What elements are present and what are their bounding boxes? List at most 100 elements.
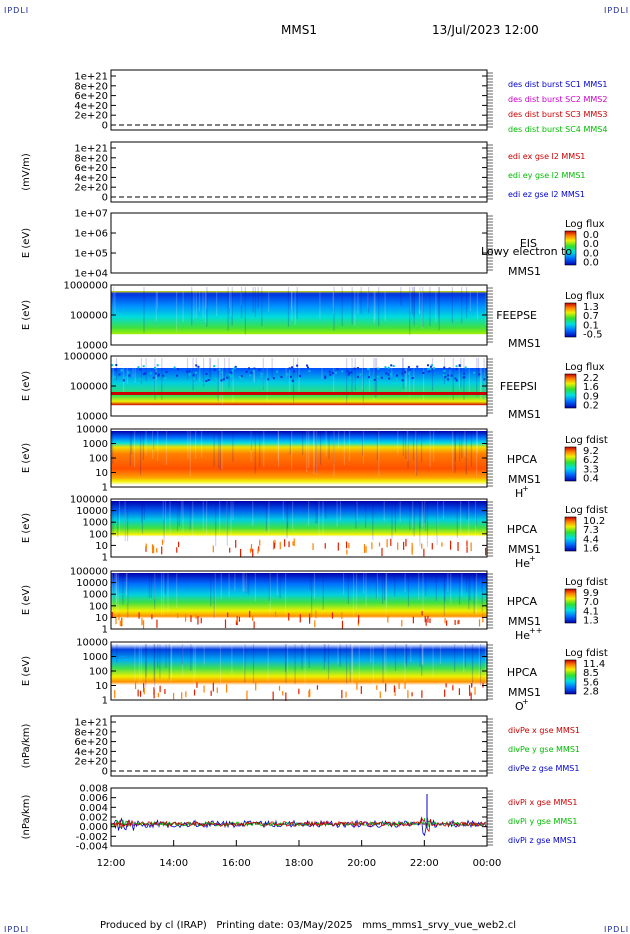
spectrogram-streak [154,644,156,687]
spectrogram-streak [325,501,327,519]
speckle [195,371,198,374]
low-energy-mark [177,541,180,548]
speckle [444,375,447,378]
spectrogram-streak [382,644,384,684]
spectrogram-streak [356,501,358,521]
low-energy-mark [309,688,311,697]
low-energy-mark [143,683,145,692]
spectrogram-streak [471,644,474,687]
spectrogram-streak [182,287,184,323]
low-energy-mark [471,683,473,688]
spectrogram-streak [276,573,278,596]
spectrogram-streak [373,358,375,398]
spectrogram-streak [328,431,330,460]
spectrogram-streak [134,644,136,683]
spectrogram-streak [385,573,388,607]
spectrogram-streak [337,644,339,665]
speckle [450,374,453,377]
low-energy-mark [274,611,277,618]
spectrogram-streak [250,431,252,462]
ytick-label: 6e+20 [74,163,108,174]
speckle [293,370,296,373]
spectrogram-streak [473,573,475,614]
low-energy-mark [345,541,348,549]
spectrogram-streak [383,644,385,673]
spectrogram-streak [228,573,230,598]
legend-entry: des dist burst SC3 MMS3 [508,110,607,119]
spectrogram-image [111,431,487,485]
low-energy-mark [356,682,358,690]
spectrogram-streak [308,431,310,468]
spectrogram-streak [419,287,421,311]
ytick-label: 10000 [76,425,108,436]
spectrogram-streak [186,358,189,380]
legend-entry: divPi y gse MMS1 [508,817,577,826]
low-energy-mark [151,544,154,554]
spectrogram-streak [143,287,145,334]
spectrogram-streak [426,501,429,547]
spectrogram-streak [243,644,245,671]
xtick-label: 18:00 [285,858,314,869]
low-energy-mark [365,546,367,553]
low-energy-mark [345,691,347,698]
speckle [197,365,200,368]
speckle [428,370,431,373]
spectrogram-streak [262,358,264,388]
xtick-label: 22:00 [410,858,439,869]
spectrogram-streak [304,644,306,691]
low-energy-mark [387,615,389,623]
spectrogram-streak [475,431,478,477]
speckle [429,367,432,370]
low-energy-mark [196,682,198,688]
spectrogram-streak [254,287,256,318]
spectrogram-streak [375,573,378,599]
ytick-label: 1e+21 [74,144,108,155]
instrument-label: HPCA [507,595,538,608]
speckle [408,368,411,371]
instrument-label: FEEPSE [496,309,537,322]
spectrogram-streak [333,287,335,331]
spectrogram-streak [354,287,356,326]
spectrogram-streak [421,287,423,329]
speckle [324,375,327,378]
spectrogram-streak [410,644,412,663]
speckle [443,369,446,372]
low-energy-mark [229,547,231,553]
spectrogram-streak [313,431,315,468]
speckle [226,376,229,379]
speckle [207,378,210,381]
spectrogram-streak [157,431,159,462]
speckle [122,379,125,382]
low-energy-mark [212,682,214,692]
spectrogram-streak [438,287,440,318]
spectrogram-streak [397,431,399,455]
spectrogram-streak [248,573,250,595]
speckle [213,365,216,368]
spectrogram-streak [461,573,463,597]
low-energy-mark [466,546,468,553]
spectrogram-streak [477,358,480,377]
low-energy-mark [238,616,241,622]
speckle [229,371,232,374]
low-energy-mark [376,685,378,690]
spectrogram-streak [181,501,183,520]
spectrogram-streak [461,431,463,459]
low-energy-mark [141,620,143,626]
low-energy-mark [411,542,413,552]
spectrogram-streak [199,358,201,382]
spectrogram-streak [416,431,418,476]
spectrogram-streak [206,501,208,540]
spectrogram-streak [421,431,423,462]
colorbar [564,373,577,409]
ytick-label: 100 [89,529,108,540]
speckle [330,376,333,379]
speckle [253,367,256,370]
spectrogram-streak [454,644,456,672]
speckle [455,379,458,382]
spectrogram-streak [322,573,324,610]
ytick-label: 1e+07 [74,209,108,220]
low-energy-mark [444,689,446,697]
spectrogram-streak [122,573,124,605]
